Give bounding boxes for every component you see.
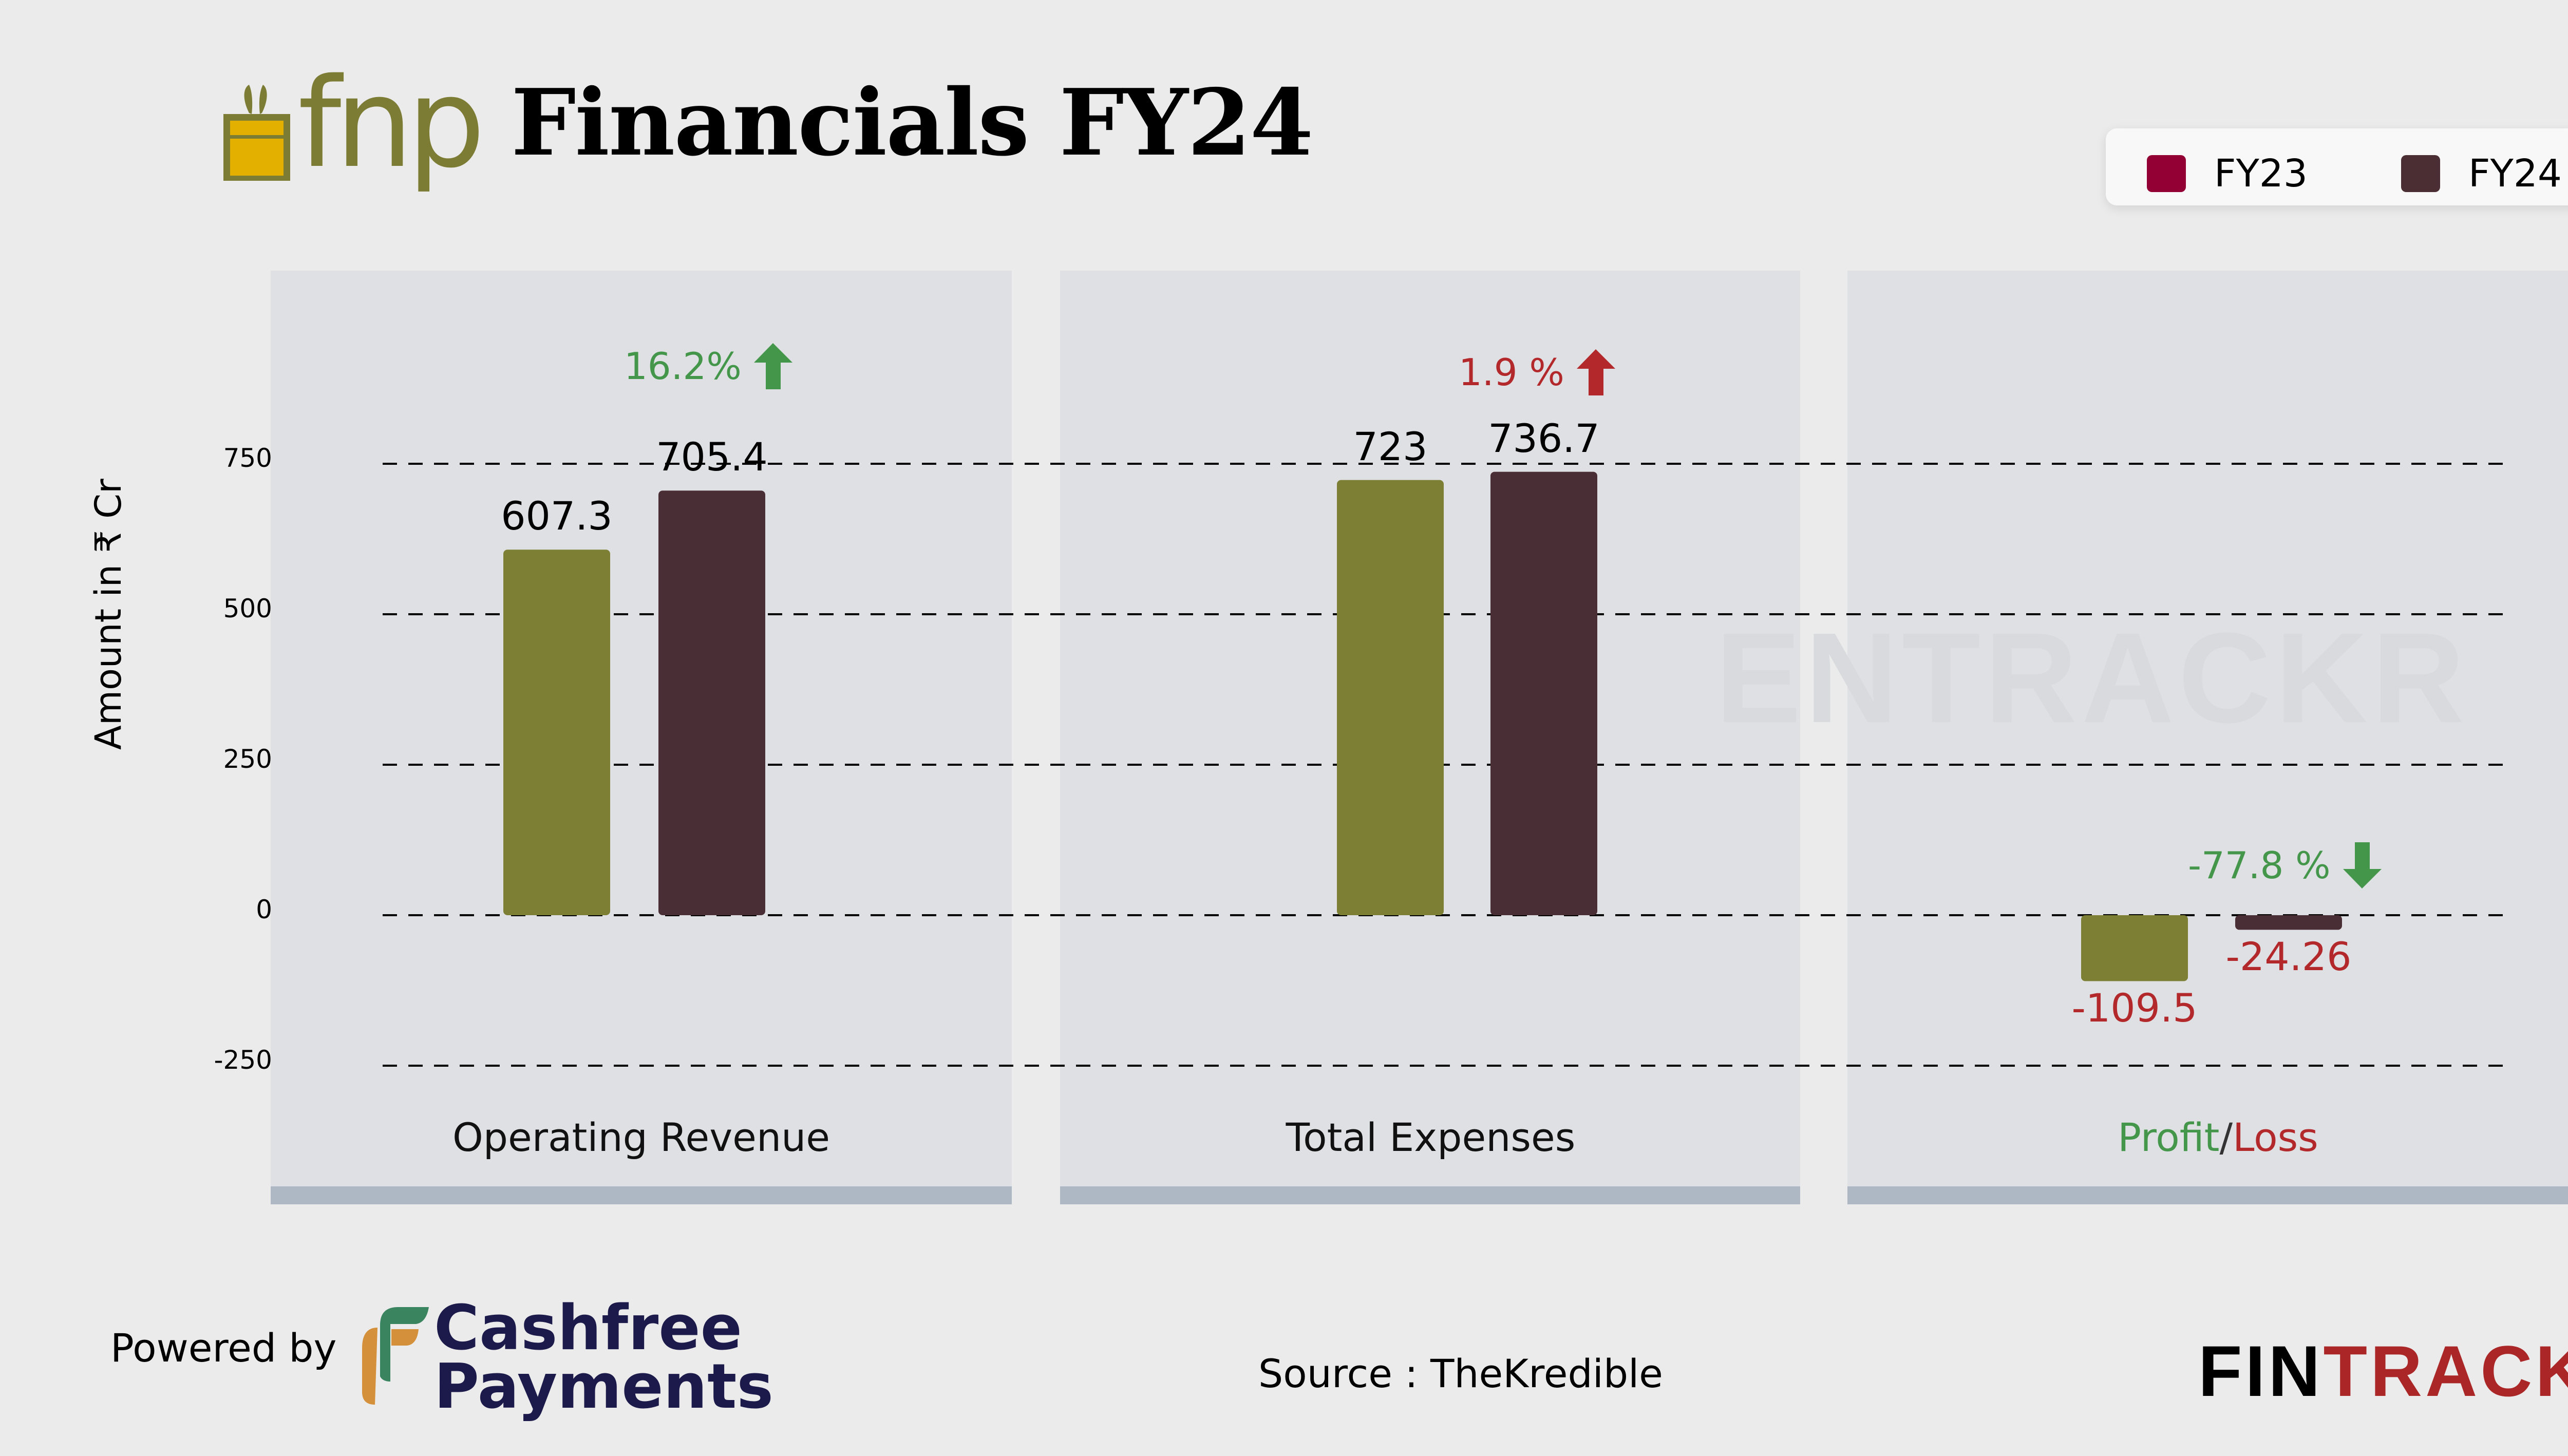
data-label: -24.26 [2225, 934, 2352, 980]
y-tick-label: 500 [223, 594, 272, 623]
y-tick-label: 750 [223, 443, 272, 473]
percent-change-annotation: 16.2% [624, 343, 792, 389]
category-label-profit: Profit [2118, 1114, 2220, 1160]
bar-fy23-1 [1337, 480, 1444, 915]
cashfree-logo-icon [362, 1307, 429, 1405]
data-label: 736.7 [1488, 415, 1600, 461]
powered-by-label: Powered by [110, 1325, 337, 1371]
data-label: -109.5 [2071, 985, 2198, 1031]
y-tick-label: 0 [256, 895, 272, 924]
fintrackr-part1: FIN [2198, 1331, 2324, 1411]
legend-item-fy24: FY24 [2401, 152, 2562, 196]
panel-footer-bar [271, 1186, 1012, 1204]
cashfree-logo [360, 1304, 431, 1409]
category-label-loss: Loss [2233, 1114, 2318, 1160]
gift-box-icon [223, 85, 290, 181]
percent-change-text: 16.2% [624, 345, 742, 388]
data-label: 607.3 [501, 493, 613, 539]
percent-change-annotation: 1.9 % [1459, 349, 1615, 395]
bar-fy24-2 [2235, 915, 2342, 930]
panel-footer-bar [1060, 1186, 1800, 1204]
chart-legend: FY23 FY24 [2106, 128, 2568, 205]
fintrackr-logo: FINTRACKR [2198, 1335, 2568, 1407]
legend-swatch-fy24 [2401, 155, 2440, 192]
bar-fy24-0 [658, 490, 765, 915]
category-label-total-expenses: Total Expenses [1286, 1114, 1576, 1160]
y-tick-label: -250 [214, 1045, 272, 1075]
panel-operating-revenue [271, 271, 1012, 1204]
cashfree-line2: Payments [434, 1351, 773, 1423]
legend-swatch-fy23 [2147, 155, 2186, 192]
legend-item-fy23: FY23 [2147, 152, 2308, 196]
category-label-profit-loss: Profit/Loss [1847, 1114, 2568, 1160]
percent-change-annotation: -77.8 % [2188, 842, 2382, 888]
panel-profit-loss [1847, 271, 2568, 1204]
fnp-wordmark: fnp [298, 51, 485, 195]
y-axis-title: Amount in ₹ Cr [87, 479, 129, 750]
arrow-down-icon [2343, 842, 2382, 888]
y-tick-label: 250 [223, 744, 272, 774]
watermark: ENTRACKR [1715, 606, 2469, 749]
bar-fy23-2 [2081, 915, 2188, 981]
data-label: 723 [1353, 423, 1428, 469]
arrow-up-icon [1576, 349, 1615, 395]
legend-label-fy23: FY23 [2214, 152, 2308, 196]
page-title: Financials FY24 [511, 69, 1313, 176]
data-label: 705.4 [656, 434, 768, 480]
legend-label-fy24: FY24 [2468, 152, 2562, 196]
percent-change-text: 1.9 % [1459, 351, 1564, 394]
percent-change-text: -77.8 % [2188, 844, 2331, 887]
cashfree-wordmark: Cashfree Payments [434, 1293, 773, 1423]
panel-footer-bar [1847, 1186, 2568, 1204]
category-label-operating-revenue: Operating Revenue [452, 1114, 830, 1160]
fintrackr-part2: TRACKR [2323, 1331, 2568, 1411]
arrow-up-icon [753, 343, 792, 389]
source-label: Source : TheKredible [1258, 1351, 1663, 1396]
bar-fy24-1 [1490, 471, 1597, 915]
fnp-logo: fnp [221, 62, 508, 200]
bar-fy23-0 [503, 550, 610, 915]
category-label-slash: / [2219, 1114, 2233, 1160]
cashfree-line1: Cashfree [434, 1293, 743, 1364]
